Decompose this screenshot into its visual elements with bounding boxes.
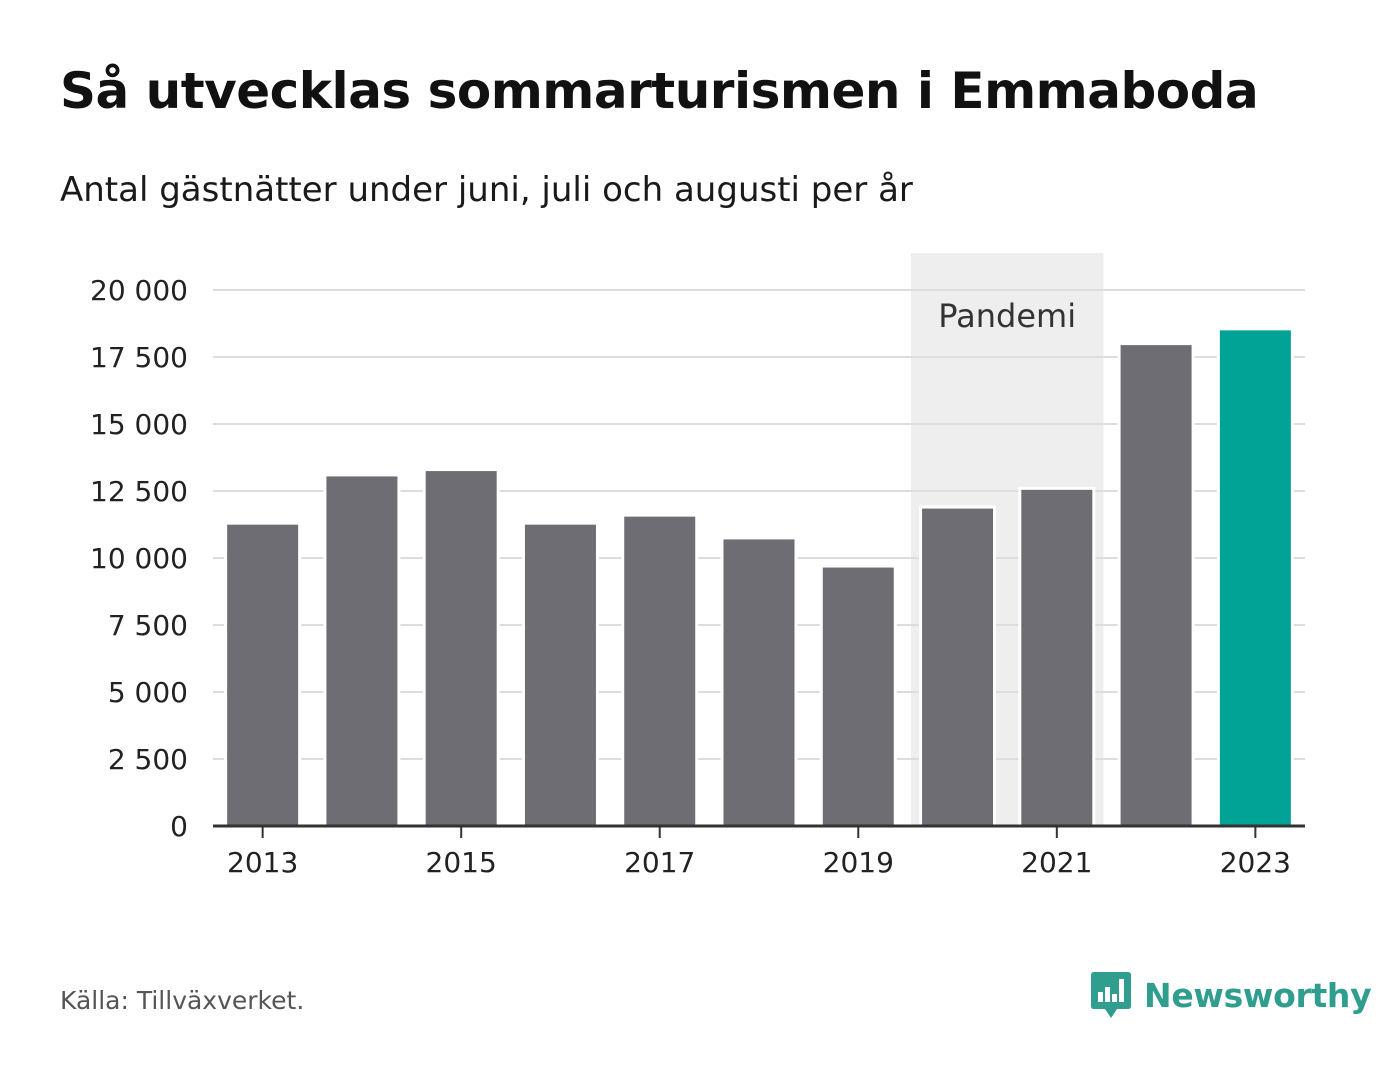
bar-2016: [521, 521, 599, 828]
axes: 0 2 500 5 000 7 500 10 000 12 500 15 000 17 500…: [90, 274, 1305, 879]
chart-subtitle: Antal gästnätter under juni, juli och au…: [60, 170, 913, 210]
x-tick-label: 2013: [227, 846, 298, 879]
newsworthy-logo-icon: [1091, 972, 1131, 1018]
bar-2020: [919, 505, 997, 828]
y-tick-label: 2 500: [108, 743, 188, 776]
bar-2021: [1018, 486, 1096, 828]
chart-title: Så utvecklas sommarturismen i Emmaboda: [60, 62, 1259, 120]
bar-2014: [323, 473, 401, 828]
bar-2018: [720, 536, 798, 828]
bar-2017: [621, 513, 699, 828]
brand-logo: Newsworthy: [1090, 970, 1372, 1020]
bar-2022: [1117, 342, 1195, 828]
source-note: Källa: Tillväxverket.: [60, 986, 305, 1015]
bar-2023: [1216, 327, 1294, 828]
x-tick-label: 2021: [1021, 846, 1092, 879]
pandemic-band-label: Pandemi: [938, 297, 1076, 335]
bar-2019: [819, 564, 897, 828]
y-tick-label: 0: [170, 810, 188, 843]
bar-2013: [224, 521, 302, 828]
bar-chart: Pandemi 0 2 500 5 000 7 500 10 000 12 500 15 0…: [90, 253, 1305, 879]
x-tick-label: 2015: [426, 846, 497, 879]
x-tick-label: 2023: [1220, 846, 1291, 879]
y-tick-label: 15 000: [90, 408, 188, 441]
x-tick-label: 2019: [823, 846, 894, 879]
brand-name: Newsworthy: [1144, 975, 1372, 1015]
y-tick-label: 17 500: [90, 341, 188, 374]
y-tick-label: 5 000: [108, 676, 188, 709]
y-tick-label: 12 500: [90, 475, 188, 508]
y-tick-label: 20 000: [90, 274, 188, 307]
y-tick-label: 7 500: [108, 609, 188, 642]
x-tick-label: 2017: [624, 846, 695, 879]
y-tick-label: 10 000: [90, 542, 188, 575]
bar-2015: [422, 468, 500, 828]
bars: [224, 327, 1294, 828]
